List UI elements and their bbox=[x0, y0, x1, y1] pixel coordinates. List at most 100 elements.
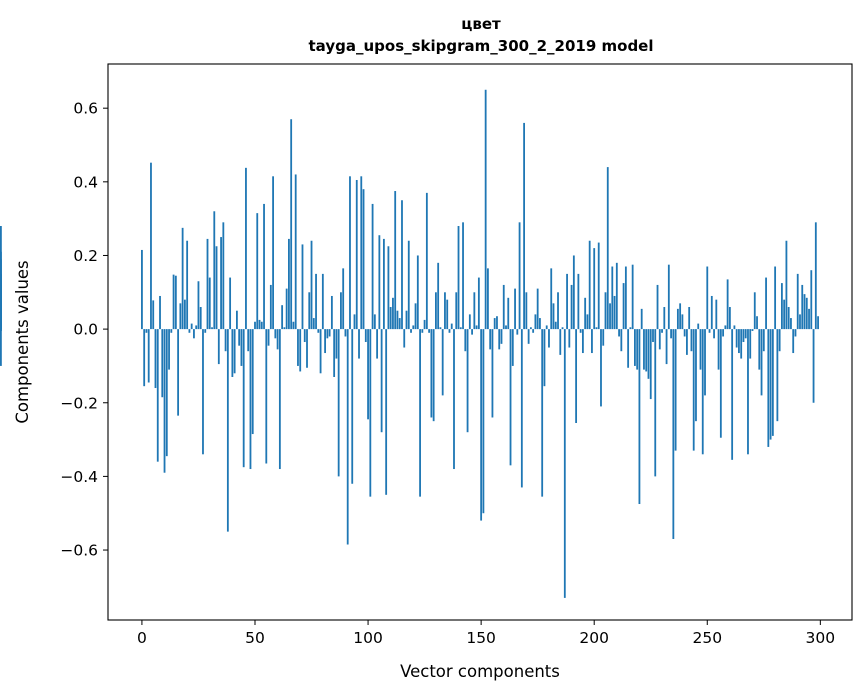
bar-189 bbox=[568, 329, 571, 348]
bar-8 bbox=[159, 295, 161, 330]
bar-244 bbox=[692, 329, 695, 451]
bar-89 bbox=[342, 268, 345, 330]
bar-290 bbox=[796, 273, 799, 330]
y-tick-label: 0.4 bbox=[73, 173, 98, 191]
bar-283 bbox=[780, 283, 783, 330]
bar-125 bbox=[423, 319, 426, 330]
bar-34 bbox=[217, 329, 220, 365]
bar-234 bbox=[670, 329, 672, 339]
bar-65 bbox=[288, 238, 290, 330]
bar-289 bbox=[794, 329, 797, 337]
bar-63 bbox=[283, 327, 286, 330]
bar-225 bbox=[649, 329, 652, 400]
bar-undefined bbox=[0, 251, 2, 330]
x-tick-label: 0 bbox=[137, 629, 147, 647]
bar-236 bbox=[674, 329, 677, 451]
bar-257 bbox=[722, 329, 725, 337]
bar-260 bbox=[728, 307, 731, 330]
bar-291 bbox=[799, 314, 801, 330]
y-axis-label: Components values bbox=[13, 260, 32, 423]
bar-129 bbox=[432, 329, 435, 422]
bar-45 bbox=[242, 329, 245, 468]
bar-276 bbox=[765, 277, 767, 330]
bar-49 bbox=[251, 329, 254, 435]
bar-117 bbox=[405, 310, 408, 330]
bar-299 bbox=[817, 316, 819, 330]
bar-62 bbox=[281, 305, 284, 330]
bar-114 bbox=[398, 318, 401, 330]
bar-30 bbox=[208, 277, 211, 330]
bar-230 bbox=[661, 329, 663, 333]
bar-152 bbox=[484, 89, 487, 330]
bar-119 bbox=[410, 329, 412, 333]
bar-58 bbox=[272, 176, 274, 330]
bar-3 bbox=[147, 329, 150, 383]
bar-60 bbox=[276, 329, 279, 350]
bar-69 bbox=[297, 329, 299, 366]
bar-91 bbox=[346, 329, 349, 545]
bar-220 bbox=[638, 329, 641, 505]
bar-191 bbox=[572, 255, 575, 330]
bar-95 bbox=[355, 179, 358, 330]
bar-31 bbox=[211, 327, 213, 330]
bar-24 bbox=[195, 325, 198, 330]
bar-72 bbox=[303, 329, 306, 342]
bar-207 bbox=[609, 303, 611, 330]
bar-298 bbox=[814, 222, 817, 330]
bar-217 bbox=[631, 264, 634, 330]
bar-46 bbox=[245, 167, 247, 330]
bar-151 bbox=[482, 329, 485, 514]
bar-17 bbox=[179, 303, 182, 330]
bar-223 bbox=[645, 329, 648, 372]
bar-113 bbox=[396, 310, 399, 330]
bar-160 bbox=[502, 284, 505, 330]
bar-2 bbox=[145, 329, 148, 333]
bar-293 bbox=[803, 294, 806, 330]
bar-53 bbox=[260, 321, 263, 330]
bar-161 bbox=[505, 325, 507, 330]
bar-35 bbox=[220, 237, 222, 330]
bar-266 bbox=[742, 329, 745, 342]
bar-12 bbox=[168, 329, 170, 370]
bar-168 bbox=[520, 329, 523, 488]
bar-undefined bbox=[0, 310, 2, 330]
plot-area-frame bbox=[107, 63, 853, 621]
bar-135 bbox=[446, 299, 449, 330]
bar-137 bbox=[450, 323, 453, 330]
bar-96 bbox=[358, 329, 360, 359]
bar-77 bbox=[315, 273, 317, 330]
bar-110 bbox=[389, 307, 392, 330]
bar-107 bbox=[382, 238, 385, 330]
bar-183 bbox=[554, 321, 557, 330]
bar-216 bbox=[629, 327, 632, 330]
bar-153 bbox=[487, 268, 489, 330]
bar-88 bbox=[340, 292, 342, 330]
bar-120 bbox=[412, 325, 415, 330]
bar-275 bbox=[762, 329, 765, 352]
bar-157 bbox=[496, 316, 498, 330]
bar-70 bbox=[299, 329, 302, 372]
bar-149 bbox=[477, 277, 480, 330]
bar-4 bbox=[150, 162, 152, 330]
bar-171 bbox=[527, 329, 530, 344]
bar-103 bbox=[373, 314, 376, 330]
x-tick-label: 100 bbox=[353, 629, 383, 647]
bar-173 bbox=[532, 329, 535, 333]
bar-292 bbox=[801, 284, 804, 330]
bar-94 bbox=[353, 314, 356, 330]
bar-108 bbox=[385, 329, 388, 495]
bar-14 bbox=[172, 274, 175, 330]
bar-44 bbox=[240, 329, 243, 366]
bar-295 bbox=[808, 308, 810, 330]
bar-164 bbox=[511, 329, 514, 366]
bar-286 bbox=[787, 307, 790, 330]
bar-21 bbox=[188, 329, 191, 333]
bar-274 bbox=[760, 329, 763, 396]
chart-title: цвет bbox=[461, 15, 501, 33]
bar-232 bbox=[665, 329, 668, 365]
bar-247 bbox=[699, 329, 702, 370]
bar-48 bbox=[249, 329, 252, 470]
bar-139 bbox=[455, 292, 458, 330]
bar-248 bbox=[701, 329, 704, 455]
